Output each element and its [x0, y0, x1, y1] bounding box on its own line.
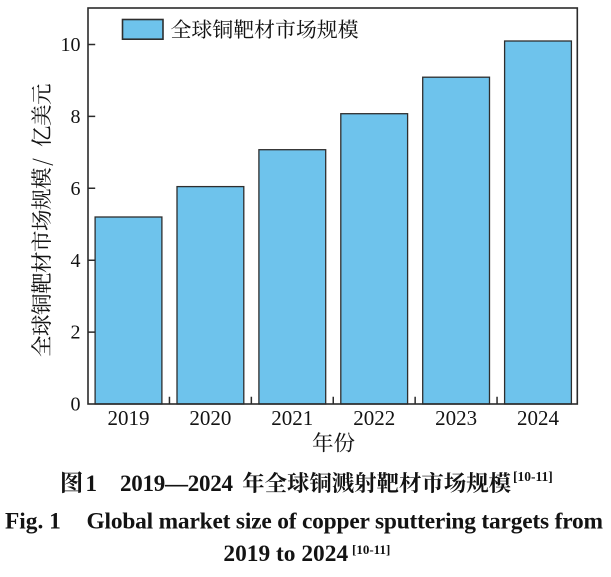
svg-text:1: 1 [86, 471, 98, 496]
svg-text:2022: 2022 [353, 406, 395, 430]
svg-text:2021: 2021 [271, 406, 313, 430]
svg-text:2019: 2019 [108, 406, 150, 430]
svg-text:2019 to 2024: 2019 to 2024 [223, 541, 348, 567]
svg-text:2024: 2024 [517, 406, 560, 430]
svg-text:2020: 2020 [189, 406, 231, 430]
svg-text:0: 0 [71, 394, 81, 416]
svg-text:4: 4 [71, 250, 81, 272]
svg-text:Global market size of copper s: Global market size of copper sputtering … [87, 509, 604, 535]
svg-text:Fig. 1: Fig. 1 [5, 509, 61, 535]
svg-text:[10-11]: [10-11] [513, 469, 553, 484]
svg-text:2: 2 [71, 322, 81, 344]
svg-text:10: 10 [61, 34, 81, 56]
svg-text:8: 8 [71, 106, 81, 128]
svg-text:2023: 2023 [435, 406, 477, 430]
svg-text:2019—2024: 2019—2024 [120, 471, 234, 496]
svg-text:6: 6 [71, 178, 81, 200]
svg-text:[10-11]: [10-11] [352, 542, 390, 557]
